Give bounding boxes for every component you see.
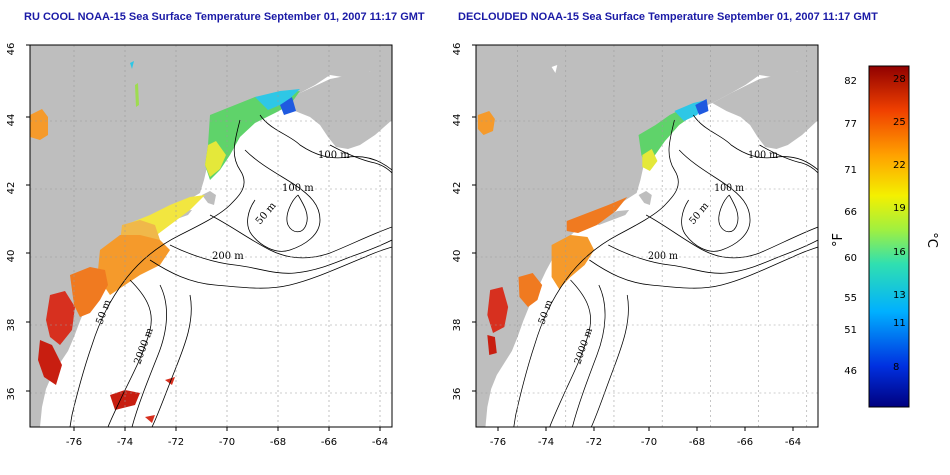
right-lon-ticks bbox=[497, 427, 794, 431]
left-panel-title: RU COOL NOAA-15 Sea Surface Temperature … bbox=[24, 11, 425, 23]
fahrenheit-unit-label: °F bbox=[831, 233, 846, 247]
lat-label: 46 bbox=[452, 43, 463, 56]
c-tick: 13 bbox=[893, 290, 906, 301]
lon-label: -68 bbox=[270, 437, 286, 448]
colorbar bbox=[868, 65, 910, 408]
right-panel-title: DECLOUDED NOAA-15 Sea Surface Temperatur… bbox=[458, 11, 878, 23]
right-depth-label-1: 100 m bbox=[748, 150, 778, 161]
colorbar-c-ticks: 28 25 22 19 16 13 11 8 bbox=[893, 74, 906, 373]
lon-label: -70 bbox=[641, 437, 657, 448]
right-depth-label-4: 200 m bbox=[648, 251, 678, 262]
lon-label: -68 bbox=[689, 437, 705, 448]
lat-label: 46 bbox=[6, 43, 17, 56]
c-tick: 19 bbox=[893, 203, 906, 214]
right-lat-ticks bbox=[472, 44, 476, 392]
colorbar-f-ticks: 82 77 71 66 60 55 51 46 bbox=[844, 76, 857, 377]
right-map-frame bbox=[475, 44, 819, 428]
f-tick: 71 bbox=[844, 165, 857, 176]
f-tick: 46 bbox=[844, 366, 857, 377]
left-lat-labels: 46 44 42 40 38 36 bbox=[6, 43, 17, 401]
f-tick: 51 bbox=[844, 325, 857, 336]
left-map: 100 m 100 m 50 m 200 m 50 m 2000 m bbox=[30, 45, 392, 427]
lon-label: -70 bbox=[219, 437, 235, 448]
left-lon-ticks bbox=[73, 427, 381, 431]
left-map-frame bbox=[29, 44, 393, 428]
lat-label: 38 bbox=[6, 319, 17, 332]
right-lat-labels: 46 44 42 40 38 36 bbox=[452, 43, 463, 401]
c-tick: 8 bbox=[893, 362, 899, 373]
lat-label: 42 bbox=[452, 182, 463, 195]
c-tick: 28 bbox=[893, 74, 906, 85]
lat-label: 36 bbox=[452, 388, 463, 401]
c-tick: 16 bbox=[893, 247, 906, 258]
left-depth-label-4: 200 m bbox=[212, 251, 244, 262]
left-lat-ticks bbox=[26, 44, 30, 392]
lon-label: -72 bbox=[586, 437, 602, 448]
lon-label: -72 bbox=[168, 437, 184, 448]
lat-label: 42 bbox=[6, 182, 17, 195]
left-depth-label-2: 100 m bbox=[282, 183, 314, 194]
left-lon-labels: -76 -74 -72 -70 -68 -66 -64 bbox=[66, 437, 388, 448]
lon-label: -76 bbox=[490, 437, 506, 448]
lon-label: -76 bbox=[66, 437, 82, 448]
f-tick: 82 bbox=[844, 76, 857, 87]
lat-label: 44 bbox=[6, 114, 17, 127]
f-tick: 60 bbox=[844, 253, 857, 264]
lon-label: -66 bbox=[321, 437, 337, 448]
f-tick: 55 bbox=[844, 293, 857, 304]
lon-label: -66 bbox=[737, 437, 753, 448]
lon-label: -64 bbox=[785, 437, 801, 448]
lat-label: 40 bbox=[6, 250, 17, 263]
lat-label: 44 bbox=[452, 114, 463, 127]
right-sst-overlay bbox=[477, 65, 709, 355]
lat-label: 40 bbox=[452, 250, 463, 263]
lon-label: -74 bbox=[538, 437, 554, 448]
left-depth-label-1: 100 m bbox=[318, 150, 350, 161]
f-tick: 77 bbox=[844, 119, 857, 130]
lon-label: -74 bbox=[117, 437, 133, 448]
right-map: 100 m 100 m 50 m 200 m 50 m 2000 m bbox=[476, 45, 818, 427]
f-tick: 66 bbox=[844, 207, 857, 218]
right-lon-labels: -76 -74 -72 -70 -68 -66 -64 bbox=[490, 437, 801, 448]
c-tick: 25 bbox=[893, 117, 906, 128]
lon-label: -64 bbox=[372, 437, 388, 448]
lat-label: 36 bbox=[6, 388, 17, 401]
c-tick: 11 bbox=[893, 318, 906, 329]
lat-label: 38 bbox=[452, 319, 463, 332]
celsius-unit-label: °C bbox=[924, 232, 939, 248]
left-sst-overlay bbox=[30, 61, 300, 423]
c-tick: 22 bbox=[893, 160, 906, 171]
right-depth-label-2: 100 m bbox=[714, 183, 744, 194]
